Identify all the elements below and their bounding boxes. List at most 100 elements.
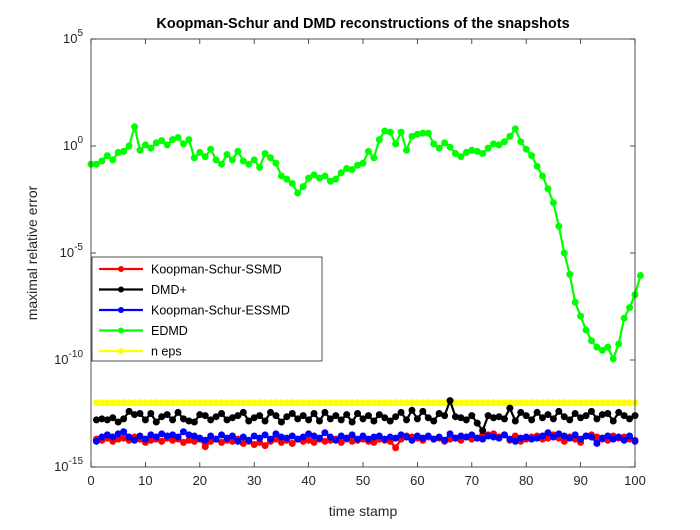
data-point-dmd [473, 419, 481, 427]
data-point-dmd [152, 418, 160, 426]
data-point-koopman-schur-essmd [212, 435, 220, 443]
data-point-edmd [218, 160, 226, 168]
data-point-edmd [500, 138, 508, 146]
data-point-dmd [190, 418, 198, 426]
data-point-koopman-schur-essmd [435, 433, 443, 441]
data-point-dmd [587, 407, 595, 415]
data-point-koopman-schur-essmd [441, 436, 449, 444]
data-point-edmd [528, 152, 536, 160]
data-point-dmd [593, 415, 601, 423]
data-point-edmd [451, 149, 459, 157]
data-point-koopman-schur-ssmd [201, 443, 209, 451]
data-point-dmd [321, 408, 329, 416]
data-point-dmd [555, 407, 563, 415]
data-point-koopman-schur-essmd [468, 431, 476, 439]
x-tick-label: 0 [87, 473, 94, 488]
data-point-dmd [375, 411, 383, 419]
data-point-edmd [397, 128, 405, 136]
data-point-dmd [511, 417, 519, 425]
data-point-edmd [620, 314, 628, 322]
data-point-dmd [337, 416, 345, 424]
data-point-edmd [212, 156, 220, 164]
data-point-koopman-schur-essmd [125, 433, 133, 441]
data-point-edmd [348, 166, 356, 174]
data-point-dmd [272, 412, 280, 420]
data-point-edmd [256, 163, 264, 171]
chart-title: Koopman-Schur and DMD reconstructions of… [156, 16, 569, 32]
data-point-dmd [174, 408, 182, 416]
series-edmd [87, 123, 644, 363]
x-tick-label: 80 [519, 473, 533, 488]
data-point-dmd [218, 410, 226, 417]
data-point-dmd [615, 408, 623, 416]
data-point-koopman-schur-essmd [299, 433, 307, 441]
data-point-edmd [495, 141, 503, 149]
data-point-dmd [528, 416, 536, 424]
x-tick-label: 10 [138, 473, 152, 488]
y-tick-exponent: 5 [77, 28, 83, 39]
data-point-koopman-schur-essmd [500, 431, 508, 439]
data-point-dmd [430, 417, 438, 425]
data-point-koopman-schur-essmd [571, 431, 579, 439]
data-point-koopman-schur-essmd [615, 433, 623, 441]
data-point-edmd [125, 142, 133, 150]
data-point-dmd [364, 412, 372, 420]
data-point-dmd [163, 411, 171, 419]
data-point-edmd [587, 337, 595, 345]
data-point-edmd [332, 175, 340, 183]
data-point-edmd [457, 153, 465, 161]
legend-label-dmd: DMD+ [151, 283, 187, 297]
data-point-dmd [500, 415, 508, 423]
data-point-dmd [392, 413, 400, 421]
data-point-dmd [413, 415, 421, 423]
data-point-dmd [462, 416, 470, 424]
data-point-edmd [560, 249, 568, 257]
data-point-dmd [441, 412, 449, 420]
data-point-dmd [288, 410, 296, 417]
data-point-dmd [120, 415, 128, 423]
data-point-koopman-schur-essmd [245, 436, 253, 444]
data-point-koopman-schur-essmd [587, 433, 595, 441]
data-point-dmd [626, 415, 634, 423]
data-point-dmd [539, 414, 547, 422]
data-point-dmd [381, 414, 389, 422]
data-point-dmd [256, 412, 264, 420]
data-point-koopman-schur-essmd [207, 432, 215, 440]
data-point-koopman-schur-essmd [343, 434, 351, 442]
data-point-edmd [392, 140, 400, 148]
data-point-koopman-schur-ssmd [158, 437, 166, 445]
data-point-dmd [125, 407, 133, 415]
data-point-dmd [582, 412, 590, 420]
data-point-koopman-schur-essmd [424, 432, 432, 440]
data-point-koopman-schur-essmd [152, 433, 160, 441]
data-point-koopman-schur-ssmd [310, 438, 318, 446]
data-point-edmd [582, 326, 590, 334]
data-point-koopman-schur-essmd [136, 432, 144, 440]
x-tick-label: 20 [193, 473, 207, 488]
data-point-dmd [261, 417, 269, 425]
data-point-koopman-schur-essmd [218, 431, 226, 439]
data-point-dmd [201, 412, 209, 420]
data-point-koopman-schur-essmd [174, 433, 182, 441]
y-tick-base: 10 [60, 245, 74, 260]
y-tick-base: 10 [63, 31, 77, 46]
series-n-eps [92, 399, 639, 407]
data-point-dmd [315, 417, 323, 425]
data-point-koopman-schur-essmd [288, 432, 296, 440]
y-tick-exponent: -10 [69, 349, 84, 360]
data-point-koopman-schur-essmd [626, 432, 634, 440]
data-point-koopman-schur-essmd [92, 437, 100, 445]
data-point-dmd [299, 412, 307, 420]
data-point-edmd [120, 147, 128, 155]
y-tick-base: 10 [54, 459, 68, 474]
data-point-edmd [446, 143, 454, 151]
data-point-dmd [343, 411, 351, 419]
data-point-dmd [566, 416, 574, 424]
data-point-koopman-schur-essmd [239, 433, 247, 441]
data-point-edmd [234, 147, 242, 155]
data-point-edmd [299, 183, 307, 191]
data-point-dmd [294, 415, 302, 423]
x-tick-labels: 0 10 20 30 40 50 60 70 80 90 100 [87, 473, 645, 488]
data-point-edmd [190, 154, 198, 162]
